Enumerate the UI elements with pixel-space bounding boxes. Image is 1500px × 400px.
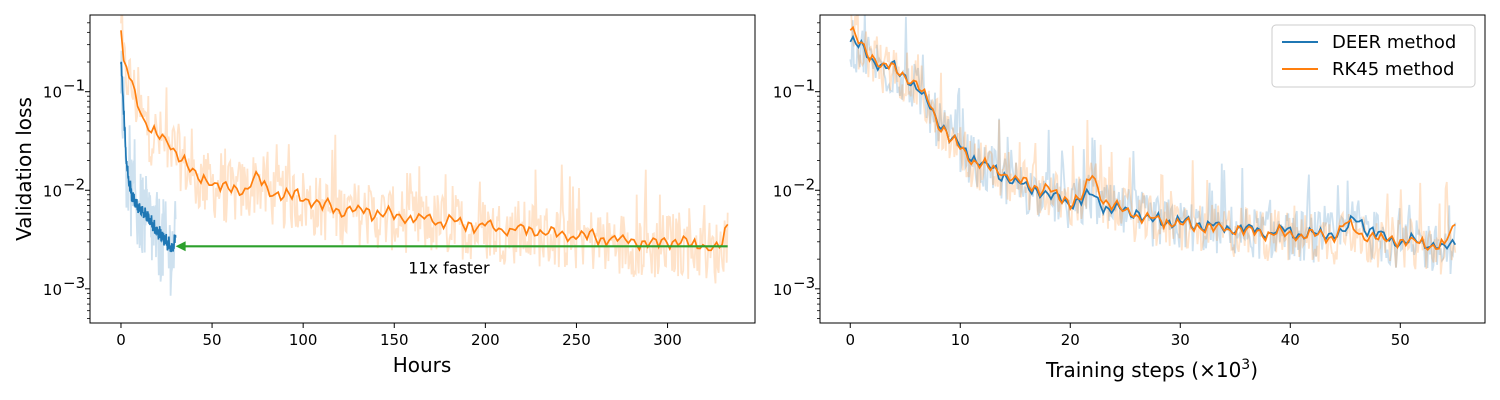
- x-axis-title-right: Training steps (×103): [1045, 357, 1258, 382]
- y-tick-label: 10: [43, 281, 62, 299]
- x-tick-label: 300: [653, 331, 682, 349]
- x-tick-label: 40: [1281, 331, 1300, 349]
- x-tick-label: 10: [951, 331, 970, 349]
- y-tick-label: 10: [43, 84, 62, 102]
- y-tick-exponent: −3: [793, 274, 815, 292]
- x-tick-label: 30: [1171, 331, 1190, 349]
- y-tick-exponent: −1: [793, 77, 815, 95]
- y-tick-exponent: −3: [63, 274, 85, 292]
- legend-label-rk45: RK45 method: [1332, 59, 1454, 80]
- y-tick-label: 10: [773, 84, 792, 102]
- y-tick-label: 10: [43, 182, 62, 200]
- x-tick-label: 150: [380, 331, 409, 349]
- smoothed-series-1: [120, 61, 177, 253]
- annotation-text: 11x faster: [408, 259, 490, 278]
- annotation-arrow-head: [175, 241, 186, 252]
- axes-frame-left: [89, 14, 756, 324]
- annotation-left: 11x faster: [175, 241, 728, 278]
- x-axis-title-left: Hours: [393, 353, 452, 377]
- y-tick-exponent: −2: [63, 175, 85, 193]
- legend: DEER method RK45 method: [1271, 24, 1476, 88]
- legend-box: [1271, 24, 1476, 88]
- raw-series-0: [849, 15, 1457, 275]
- x-tick-label: 0: [845, 331, 855, 349]
- legend-label-deer: DEER method: [1332, 32, 1456, 53]
- x-tick-label: 250: [562, 331, 591, 349]
- x-tick-label: 200: [471, 331, 500, 349]
- x-tick-label: 100: [289, 331, 318, 349]
- raw-series-1: [850, 15, 1457, 275]
- y-tick-label: 10: [773, 182, 792, 200]
- plot-area-left: [90, 15, 755, 323]
- x-tick-label: 0: [116, 331, 126, 349]
- y-tick-exponent: −1: [63, 77, 85, 95]
- smoothed-series-0: [120, 30, 729, 252]
- y-tick-exponent: −2: [793, 175, 815, 193]
- axes-frame-right: [819, 14, 1486, 324]
- y-tick-label: 10: [773, 281, 792, 299]
- x-tick-label: 50: [1391, 331, 1410, 349]
- x-tick-label: 50: [203, 331, 222, 349]
- smoothed-lines-left: [120, 30, 729, 253]
- raw-traces-right: [849, 15, 1457, 275]
- y-axis-title-left: Validation loss: [12, 97, 36, 241]
- smoothed-lines-right: [849, 25, 1457, 252]
- x-tick-label: 20: [1061, 331, 1080, 349]
- smoothed-series-1: [849, 25, 1456, 252]
